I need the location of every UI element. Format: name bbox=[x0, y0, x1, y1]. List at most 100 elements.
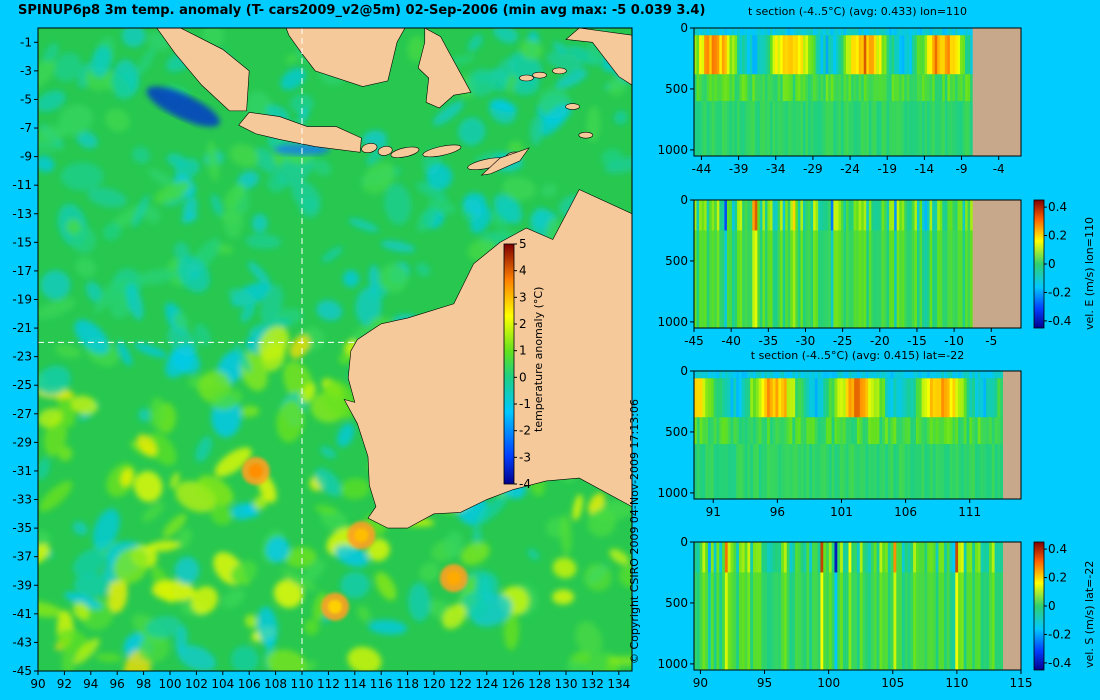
vel-section-cell bbox=[789, 572, 793, 670]
vel-section-cell bbox=[991, 542, 996, 573]
vel-section-cell bbox=[904, 542, 909, 573]
vel-section-cell bbox=[889, 230, 893, 328]
section-frame bbox=[693, 199, 1022, 329]
vel-section-cell bbox=[803, 572, 807, 670]
vel-section-cell bbox=[952, 230, 956, 328]
t-section-cell bbox=[694, 28, 698, 36]
t-section-cell bbox=[747, 371, 751, 379]
t-section-cell bbox=[949, 444, 954, 499]
vel-section-cell bbox=[778, 572, 782, 670]
section-x-tick-label: -24 bbox=[840, 162, 860, 176]
t-section-cell bbox=[820, 444, 824, 499]
t-section-cell bbox=[955, 444, 959, 499]
vel-section-cell bbox=[701, 200, 705, 231]
t-section-cell bbox=[960, 444, 965, 499]
t-section-cell bbox=[938, 444, 942, 499]
t-section-cell bbox=[814, 444, 819, 499]
map-y-tick-label: -11 bbox=[12, 178, 32, 192]
eddy-blob bbox=[303, 619, 320, 635]
vel-section-cell bbox=[896, 230, 900, 328]
t-section-cell bbox=[770, 74, 774, 102]
t-section-cell bbox=[797, 444, 802, 499]
t-section-cell bbox=[805, 35, 809, 75]
t-section-cell bbox=[710, 371, 715, 379]
eddy-blob bbox=[273, 579, 304, 608]
vel-section-cell bbox=[893, 542, 897, 573]
eddy-blob bbox=[340, 571, 370, 599]
vel-section-cell bbox=[738, 572, 743, 670]
t-section-cell bbox=[899, 371, 903, 379]
vel-section-cell bbox=[734, 200, 738, 231]
eddy-blob bbox=[147, 540, 180, 552]
eddy-blob bbox=[197, 475, 234, 506]
vel-section-cell bbox=[873, 200, 878, 231]
section-land bbox=[972, 200, 1021, 328]
vel-section-cell bbox=[730, 542, 734, 573]
vel-section-cell bbox=[810, 230, 814, 328]
eddy-blob bbox=[442, 603, 467, 630]
eddy-blob bbox=[261, 342, 286, 372]
t-section-cell bbox=[749, 74, 753, 102]
section-x-tick-label: 106 bbox=[894, 505, 917, 519]
eddy-blob bbox=[320, 446, 337, 459]
t-section-cell bbox=[922, 74, 926, 102]
t-section-cell bbox=[851, 74, 855, 102]
t-section-cell bbox=[711, 28, 715, 36]
vel-section-cell bbox=[876, 230, 880, 328]
t-section-cell bbox=[870, 417, 875, 445]
section-y-tick-label: 0 bbox=[680, 21, 688, 35]
t-section-cell bbox=[885, 417, 889, 445]
t-section-cell bbox=[988, 417, 993, 445]
map-colorbar-tick-label: -4 bbox=[519, 477, 531, 491]
t-section-cell bbox=[702, 378, 706, 418]
t-section-cell bbox=[797, 28, 802, 36]
t-section-cell bbox=[913, 417, 917, 445]
vel-section-cell bbox=[969, 572, 973, 670]
vel-section-cell bbox=[716, 230, 720, 328]
t-section-cell bbox=[997, 417, 1001, 445]
t-section-cell bbox=[949, 417, 954, 445]
vel-section-cell bbox=[813, 230, 817, 328]
eddy-blob bbox=[575, 621, 603, 657]
eddy-blob bbox=[460, 541, 490, 566]
t-section-cell bbox=[826, 371, 830, 379]
eddy-blob bbox=[240, 405, 260, 418]
t-section-cell bbox=[775, 101, 779, 156]
vel-section-cell bbox=[853, 200, 857, 231]
section-x-tick-label: 100 bbox=[817, 676, 840, 690]
t-section-cell bbox=[702, 444, 706, 499]
vel-section-cell bbox=[699, 542, 704, 573]
t-section-cell bbox=[859, 417, 864, 445]
eddy-blob bbox=[147, 432, 177, 466]
t-section-cell bbox=[939, 28, 943, 36]
t-section-cell bbox=[876, 74, 880, 102]
vel-section-cell bbox=[909, 230, 913, 328]
t-section-cell bbox=[893, 371, 897, 379]
t-section-cell bbox=[890, 371, 895, 379]
t-section-cell bbox=[927, 35, 931, 75]
vel-section-cell bbox=[899, 230, 903, 328]
t-section-cell bbox=[863, 101, 867, 156]
t-section-cell bbox=[944, 417, 948, 445]
t-section-cell bbox=[1000, 444, 1004, 499]
t-section-cell bbox=[965, 28, 969, 36]
eddy-blob bbox=[72, 521, 88, 536]
t-section-cell bbox=[962, 101, 966, 156]
t-section-cell bbox=[886, 74, 890, 102]
t-section-cell bbox=[974, 378, 979, 418]
vel-section-cell bbox=[813, 200, 817, 231]
t-section-cell bbox=[944, 101, 948, 156]
vel-section-cell bbox=[994, 572, 999, 670]
map-y-tick-label: -29 bbox=[12, 435, 32, 449]
t-section-cell bbox=[706, 28, 710, 36]
vel-section-cell bbox=[795, 572, 799, 670]
t-section-cell bbox=[958, 378, 962, 418]
t-section-cell bbox=[965, 74, 969, 102]
vel-section-cell bbox=[929, 200, 933, 231]
t-section-cell bbox=[815, 101, 819, 156]
t-section-cell bbox=[755, 378, 760, 418]
vel-section-cell bbox=[915, 572, 920, 670]
vel-section-cell bbox=[937, 200, 941, 231]
map-x-tick-label: 128 bbox=[528, 677, 551, 691]
t-section-cell bbox=[797, 371, 802, 379]
